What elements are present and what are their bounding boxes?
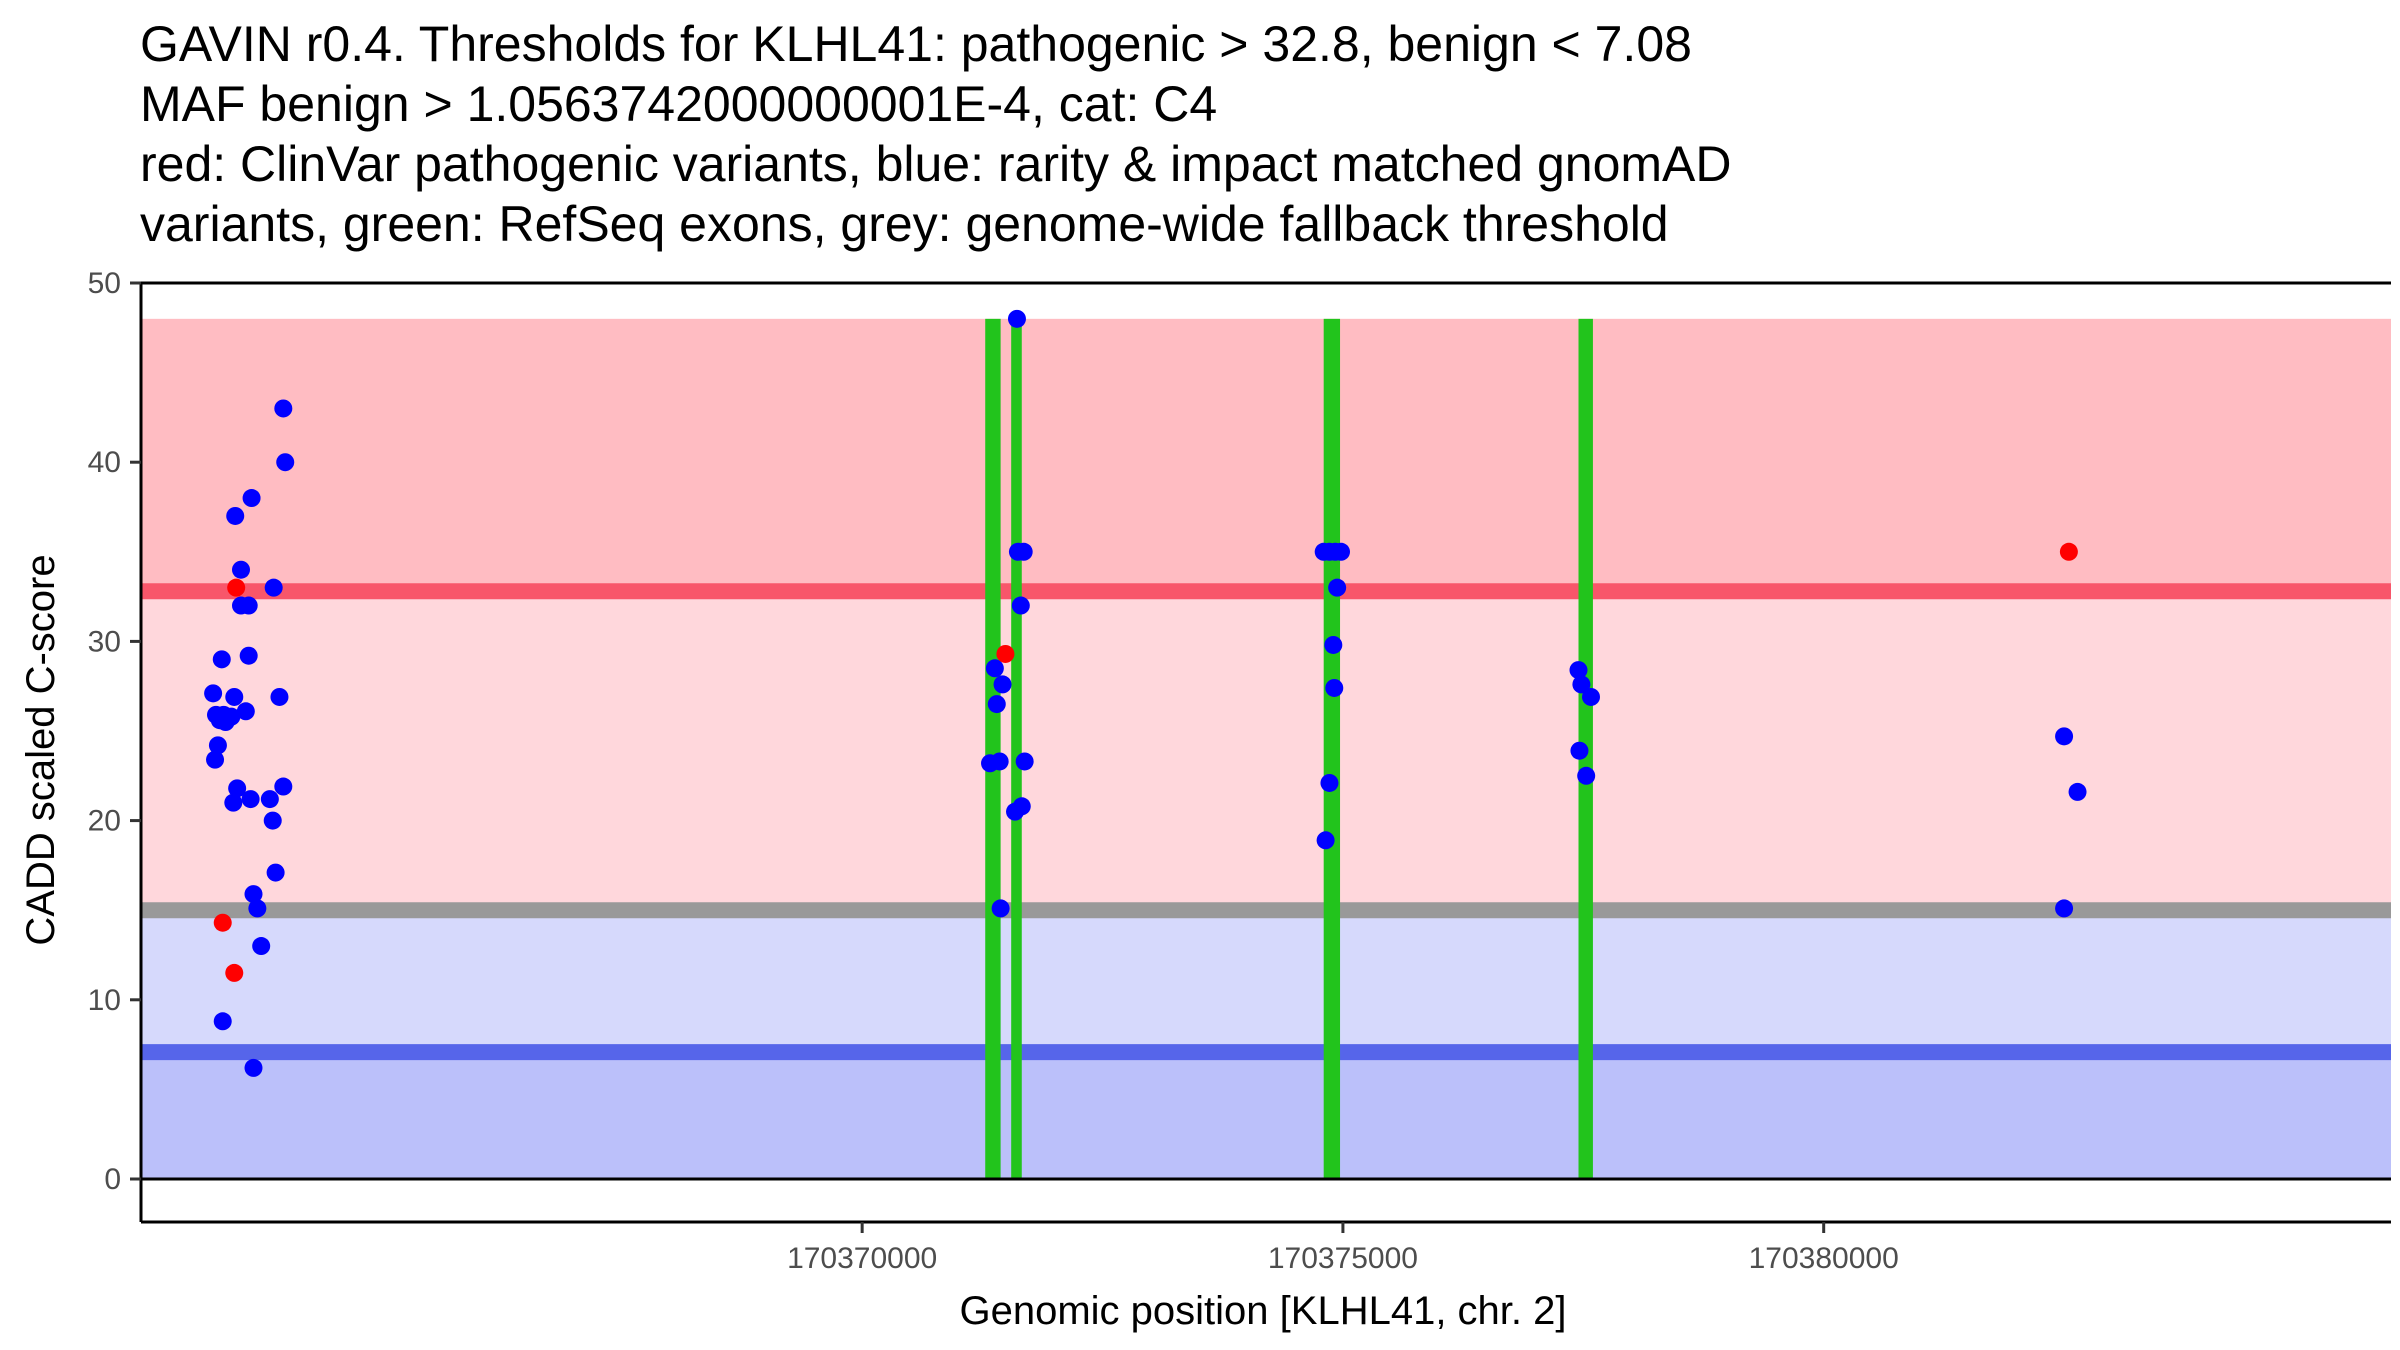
gnomad-point-62 xyxy=(2068,782,2087,801)
title-line-4: variants, green: RefSeq exons, grey: gen… xyxy=(140,196,1669,252)
y-tick-label-0: 0 xyxy=(104,1163,121,1196)
gnomad-point-31 xyxy=(252,937,271,956)
benign-region xyxy=(141,1052,2391,1179)
clinvar-point-4 xyxy=(996,644,1015,663)
gnomad-point-21 xyxy=(206,750,225,769)
exon-bar-2 xyxy=(1011,318,1022,1179)
gnomad-point-54 xyxy=(1320,773,1339,792)
chart-title: GAVIN r0.4. Thresholds for KLHL41: patho… xyxy=(140,14,2380,254)
gnomad-point-5 xyxy=(232,560,250,579)
gnomad-point-1 xyxy=(274,399,293,418)
gnomad-point-33 xyxy=(244,1058,263,1077)
gnomad-point-10 xyxy=(212,650,231,669)
gnomad-point-45 xyxy=(1006,802,1025,821)
gnomad-point-11 xyxy=(204,684,223,703)
gnomad-point-59 xyxy=(1570,741,1589,760)
gnomad-point-14 xyxy=(236,702,255,721)
title-line-2: MAF benign > 1.0563742000000001E-4, cat:… xyxy=(140,76,1218,132)
y-tick-label-10: 10 xyxy=(88,984,121,1017)
exon-bar-3 xyxy=(1323,318,1341,1179)
gnomad-point-27 xyxy=(263,811,282,830)
gnomad-point-56 xyxy=(1569,661,1588,680)
gnomad-point-39 xyxy=(993,675,1012,694)
gnomad-point-20 xyxy=(208,736,227,755)
clinvar-point-5 xyxy=(2059,542,2078,561)
gnomad-point-51 xyxy=(1328,578,1347,597)
gnomad-point-36 xyxy=(1014,542,1033,561)
gnomad-point-52 xyxy=(1324,635,1343,654)
x-tick-label-170375000: 170375000 xyxy=(1268,1242,1418,1275)
variant-points xyxy=(204,309,2087,1077)
gnomad-point-6 xyxy=(264,578,283,597)
y-tick-label-50: 50 xyxy=(88,267,121,300)
gnomad-point-55 xyxy=(1316,831,1335,850)
threshold-lines xyxy=(141,583,2391,1061)
gnomad-point-60 xyxy=(1577,766,1596,785)
clinvar-point-3 xyxy=(225,963,244,982)
x-axis-title: Genomic position [KLHL41, chr. 2] xyxy=(960,1289,1567,1333)
intermediate-region xyxy=(141,591,2391,911)
gnomad-point-13 xyxy=(270,687,289,706)
axis-ticks: 0 10 20 30 40 50 170370000 170375000 170380000 xyxy=(88,267,2391,1275)
gnomad-point-26 xyxy=(260,790,279,809)
gnomad-point-28 xyxy=(266,863,285,882)
gnomad-point-12 xyxy=(225,687,244,706)
gnomad-point-43 xyxy=(1015,752,1034,771)
exon-bar-1 xyxy=(985,318,1001,1179)
gnomad-point-25 xyxy=(241,790,260,809)
gnomad-point-9 xyxy=(239,646,258,665)
y-tick-label-20: 20 xyxy=(88,805,121,838)
gnomad-point-3 xyxy=(242,489,261,508)
x-tick-label-170380000: 170380000 xyxy=(1749,1242,1899,1275)
gnomad-point-32 xyxy=(213,1012,232,1031)
gnomad-point-24 xyxy=(224,793,243,812)
gnomad-point-58 xyxy=(1582,687,1600,706)
y-axis-title: CADD scaled C-score xyxy=(19,554,63,945)
gnomad-point-4 xyxy=(226,506,245,525)
gnomad-point-30 xyxy=(248,899,267,918)
gnomad-point-57 xyxy=(1572,675,1591,694)
exon-markers xyxy=(985,318,1593,1179)
gnomad-point-40 xyxy=(987,695,1006,714)
title-line-3: red: ClinVar pathogenic variants, blue: … xyxy=(140,136,1732,192)
clinvar-point-2 xyxy=(213,913,232,932)
gnomad-point-23 xyxy=(274,777,293,796)
x-tick-label-170370000: 170370000 xyxy=(787,1242,937,1275)
title-line-1: GAVIN r0.4. Thresholds for KLHL41: patho… xyxy=(140,16,1692,72)
clinvar-point-1 xyxy=(227,578,246,597)
gnomad-point-2 xyxy=(276,453,295,472)
lower-intermediate-region xyxy=(141,910,2391,1053)
gnomad-point-53 xyxy=(1325,678,1344,697)
gnomad-point-8 xyxy=(239,596,258,615)
gnomad-point-37 xyxy=(1011,596,1030,615)
gnomad-point-50 xyxy=(1332,542,1350,561)
gnomad-point-61 xyxy=(2055,727,2074,746)
pathogenic-region xyxy=(141,318,2391,592)
gnomad-point-38 xyxy=(985,659,1004,678)
gnomad-point-42 xyxy=(990,752,1009,771)
axes xyxy=(139,281,2391,1224)
gnomad-point-46 xyxy=(991,899,1010,918)
y-tick-label-40: 40 xyxy=(88,446,121,479)
gnomad-point-19 xyxy=(216,713,235,732)
threshold-bands xyxy=(141,318,2391,1179)
gnomad-point-22 xyxy=(228,779,247,798)
gnomad-point-29 xyxy=(244,885,263,904)
y-tick-label-30: 30 xyxy=(88,625,121,658)
gnomad-point-34 xyxy=(1007,309,1026,328)
gnomad-point-63 xyxy=(2055,899,2074,918)
